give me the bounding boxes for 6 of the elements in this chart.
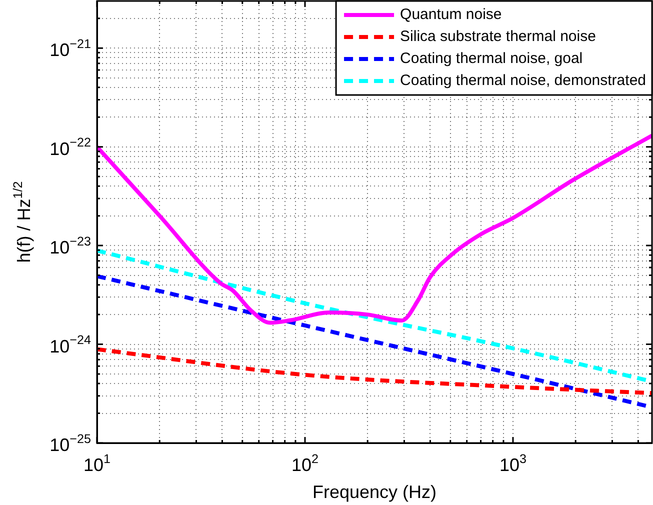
legend-label: Coating thermal noise, demonstrated xyxy=(400,72,646,90)
legend-label: Silica substrate thermal noise xyxy=(400,28,596,46)
legend-label: Quantum noise xyxy=(400,6,502,24)
x-axis-title: Frequency (Hz) xyxy=(312,482,437,502)
legend-label: Coating thermal noise, goal xyxy=(400,50,583,68)
y-axis-title: h(f) / Hz1/2 xyxy=(10,181,34,263)
